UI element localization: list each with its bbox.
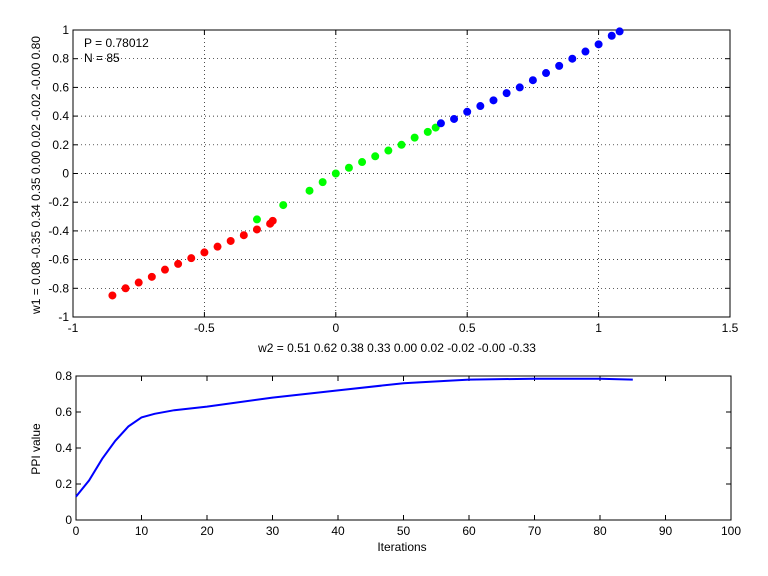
data-point <box>121 284 130 293</box>
data-point <box>476 102 485 111</box>
series-2 <box>436 27 624 128</box>
series-line <box>75 377 633 498</box>
data-point <box>160 265 169 274</box>
y-tick-label: 0.2 <box>55 477 72 491</box>
data-point <box>174 259 183 268</box>
data-point <box>384 146 393 155</box>
y-tick-label: -0.2 <box>48 195 69 209</box>
x-tick-label: 30 <box>266 524 280 538</box>
data-point <box>252 215 261 224</box>
x-tick-label: 1.5 <box>722 321 739 335</box>
data-point <box>147 272 156 281</box>
x-tick-label: 1 <box>595 321 602 335</box>
y-tick-label: 0.2 <box>52 138 69 152</box>
y-tick-label: 0 <box>65 513 72 527</box>
data-point <box>410 133 419 142</box>
data-point <box>463 107 472 116</box>
data-point <box>431 123 440 132</box>
y-axis-label: PPI value <box>29 423 43 475</box>
y-tick-label: 0.4 <box>55 441 72 455</box>
x-tick-label: 90 <box>659 524 673 538</box>
x-tick-label: 40 <box>331 524 345 538</box>
data-point <box>279 201 288 210</box>
x-axis-label: Iterations <box>377 540 426 554</box>
data-point <box>318 178 327 187</box>
annotation-p: P = 0.78012 <box>84 36 149 50</box>
data-point <box>344 163 353 172</box>
y-tick-label: 0 <box>62 167 69 181</box>
data-point <box>108 291 117 300</box>
ppi-plot: 0 10 20 30 40 50 60 70 80 90 100 0 0.2 0.4 0.6 0.8 Itera… <box>29 369 741 554</box>
data-point <box>200 248 209 257</box>
x-tick-label: 0 <box>332 321 339 335</box>
x-tick-label: 0.5 <box>459 321 476 335</box>
y-tick-label: 0.6 <box>55 405 72 419</box>
data-point <box>581 47 590 56</box>
y-axis-label: w1 = 0.08 -0.35 0.34 0.35 0.00 0.02 -0.0… <box>29 36 43 315</box>
data-point <box>568 54 577 63</box>
data-point <box>187 254 196 263</box>
data-point <box>450 114 459 123</box>
data-point <box>489 96 498 105</box>
y-tick-label: 0.8 <box>52 52 69 66</box>
y-tick-label: -0.4 <box>48 224 69 238</box>
x-tick-label: -1 <box>68 321 79 335</box>
data-point <box>607 31 616 40</box>
x-tick-label: 0 <box>73 524 80 538</box>
y-tick-label: 0.8 <box>55 369 72 383</box>
data-point <box>239 231 248 240</box>
y-tick-label: -0.8 <box>48 281 69 295</box>
series-1 <box>252 123 440 224</box>
x-tick-label: 70 <box>528 524 542 538</box>
x-tick-label: 60 <box>462 524 476 538</box>
x-axis-label: w2 = 0.51 0.62 0.38 0.33 0.00 0.02 -0.02… <box>257 341 536 355</box>
x-tick-label: 10 <box>135 524 149 538</box>
y-tick-label: 0.4 <box>52 109 69 123</box>
data-point <box>305 186 314 195</box>
data-point <box>423 127 432 136</box>
data-point <box>331 169 340 178</box>
data-point <box>542 69 551 78</box>
x-tick-label: 80 <box>593 524 607 538</box>
x-tick-label: 100 <box>721 524 741 538</box>
data-point <box>515 83 524 92</box>
y-tick-label: 0.6 <box>52 80 69 94</box>
plot-frame <box>75 375 732 521</box>
data-point <box>615 27 624 36</box>
data-point <box>502 89 511 98</box>
annotation-n: N = 85 <box>84 51 120 65</box>
data-point <box>528 76 537 85</box>
x-tick-label: 20 <box>200 524 214 538</box>
y-tick-label: -0.6 <box>48 253 69 267</box>
y-tick-label: -1 <box>58 310 69 324</box>
data-point <box>397 140 406 149</box>
data-point <box>134 278 143 287</box>
data-point <box>268 216 277 225</box>
data-point <box>371 152 380 161</box>
data-point <box>252 225 261 234</box>
series-0 <box>108 216 277 300</box>
data-point <box>436 119 445 128</box>
x-tick-label: -0.5 <box>194 321 215 335</box>
data-point <box>226 236 235 245</box>
scatter-plot: -1 -0.5 0 0.5 1 1.5 -1 -0.8 -0.6 -0.4 -0.2 0 0.2 0.4 0… <box>29 23 739 355</box>
x-tick-label: 50 <box>397 524 411 538</box>
data-point <box>213 242 222 251</box>
data-point <box>594 40 603 49</box>
data-point <box>358 158 367 167</box>
data-point <box>555 61 564 70</box>
y-tick-label: 1 <box>62 23 69 37</box>
